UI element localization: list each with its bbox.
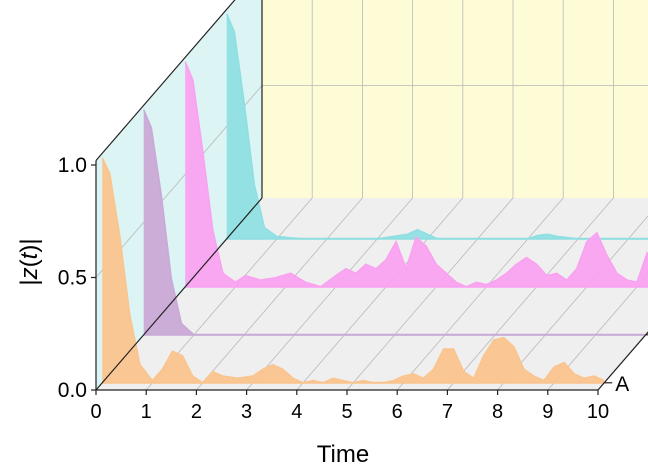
x-tick-label: 3 (241, 401, 252, 423)
chart-series (101, 13, 648, 384)
x-tick-label: 9 (542, 401, 553, 423)
floor-gridline (246, 197, 413, 391)
top-side-edge (95, 0, 236, 161)
x-tick-label: 8 (492, 401, 503, 423)
floor-gridline (396, 197, 564, 391)
x-axis-title: Time (317, 441, 369, 465)
floor-gridline (196, 197, 363, 391)
x-tick-label: 1 (141, 401, 152, 423)
bottom-side-edge (95, 197, 263, 391)
y-tick-label: 1.0 (58, 154, 87, 177)
series-line-A (101, 157, 605, 384)
floor-gridline (346, 197, 514, 391)
x-tick-label: 10 (587, 401, 609, 423)
floor-gridline (497, 215, 648, 391)
x-tick-label: 6 (392, 401, 403, 423)
floor-gridline (447, 197, 614, 391)
depth-axis-line (597, 331, 648, 391)
x-tick-label: 7 (442, 401, 453, 423)
series-area-C (185, 61, 648, 287)
x-tick-label: 0 (90, 401, 101, 423)
x-tick-label: 2 (191, 401, 202, 423)
y-axis-title: |z(t)| (16, 238, 43, 285)
chart-frame (91, 0, 648, 395)
depth-tick-label: A (615, 373, 629, 396)
floor-gridline (547, 273, 648, 391)
floor-gridline (296, 197, 464, 391)
x-tick-label: 5 (341, 401, 352, 423)
y-tick-label: 0.0 (58, 379, 87, 402)
back-wall (262, 0, 648, 198)
x-tick-label: 4 (291, 401, 302, 423)
y-tick-label: 0.5 (58, 267, 87, 290)
series-line-C (184, 61, 648, 288)
side-wall (96, 0, 262, 390)
floor-plane (96, 198, 648, 390)
chart-walls (96, 0, 648, 390)
series-line-D (225, 13, 648, 240)
